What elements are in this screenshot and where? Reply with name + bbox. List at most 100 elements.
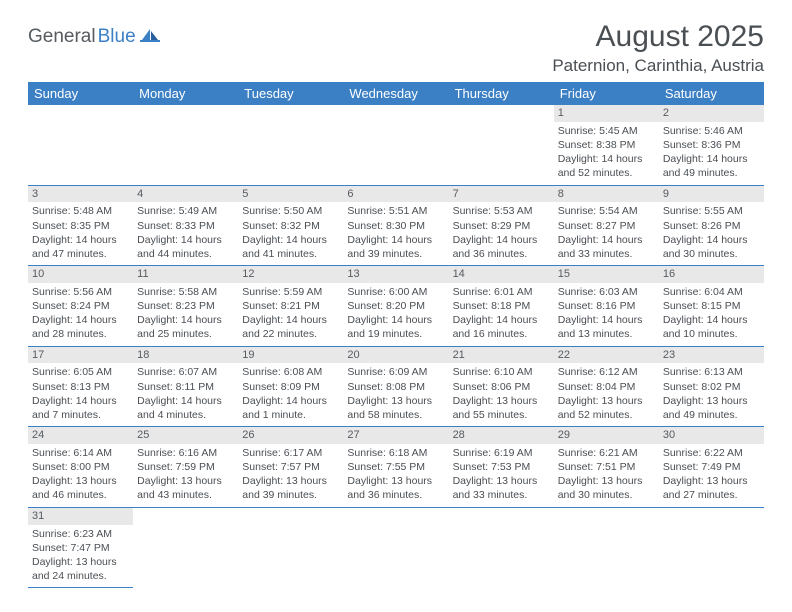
sunrise-text: Sunrise: 5:55 AM bbox=[663, 204, 760, 218]
day-number: 27 bbox=[343, 427, 448, 444]
brand-logo: GeneralBlue bbox=[28, 26, 160, 48]
calendar-cell: 23Sunrise: 6:13 AMSunset: 8:02 PMDayligh… bbox=[659, 346, 764, 427]
calendar-week: 31 Sunrise: 6:23 AMSunset: 7:47 PMDayligh… bbox=[28, 507, 764, 588]
sunrise-text: Sunrise: 6:23 AM bbox=[32, 527, 129, 541]
calendar-cell bbox=[554, 507, 659, 588]
month-title: August 2025 bbox=[552, 20, 764, 54]
logo-text-general: General bbox=[28, 26, 96, 48]
weekday-header: Friday bbox=[554, 82, 659, 105]
daylight-text: Daylight: 14 hours and 28 minutes. bbox=[32, 313, 129, 341]
sunrise-text: Sunrise: 5:58 AM bbox=[137, 285, 234, 299]
daylight-text: Daylight: 14 hours and 25 minutes. bbox=[137, 313, 234, 341]
calendar-cell: 30Sunrise: 6:22 AMSunset: 7:49 PMDayligh… bbox=[659, 427, 764, 508]
day-number: 3 bbox=[28, 186, 133, 203]
sunrise-text: Sunrise: 6:14 AM bbox=[32, 446, 129, 460]
day-number: 24 bbox=[28, 427, 133, 444]
calendar-cell: 13Sunrise: 6:00 AMSunset: 8:20 PMDayligh… bbox=[343, 266, 448, 347]
daylight-text: Daylight: 13 hours and 36 minutes. bbox=[347, 474, 444, 502]
daylight-text: Daylight: 14 hours and 22 minutes. bbox=[242, 313, 339, 341]
logo-text-blue: Blue bbox=[98, 26, 136, 48]
sunset-text: Sunset: 8:15 PM bbox=[663, 299, 760, 313]
header-row: GeneralBlue August 2025 Paternion, Carin… bbox=[28, 20, 764, 76]
calendar-cell: 2Sunrise: 5:46 AMSunset: 8:36 PMDaylight… bbox=[659, 105, 764, 185]
day-number: 29 bbox=[554, 427, 659, 444]
sunset-text: Sunset: 8:23 PM bbox=[137, 299, 234, 313]
calendar-week: 1Sunrise: 5:45 AMSunset: 8:38 PMDaylight… bbox=[28, 105, 764, 185]
calendar-cell bbox=[449, 507, 554, 588]
calendar-cell bbox=[133, 105, 238, 185]
calendar-cell: 4Sunrise: 5:49 AMSunset: 8:33 PMDaylight… bbox=[133, 185, 238, 266]
day-number: 18 bbox=[133, 347, 238, 364]
calendar-cell bbox=[343, 105, 448, 185]
sunset-text: Sunset: 8:35 PM bbox=[32, 219, 129, 233]
day-number: 4 bbox=[133, 186, 238, 203]
daylight-text: Daylight: 13 hours and 30 minutes. bbox=[558, 474, 655, 502]
day-number: 10 bbox=[28, 266, 133, 283]
calendar-cell: 19Sunrise: 6:08 AMSunset: 8:09 PMDayligh… bbox=[238, 346, 343, 427]
day-number: 16 bbox=[659, 266, 764, 283]
sunrise-text: Sunrise: 5:51 AM bbox=[347, 204, 444, 218]
daylight-text: Daylight: 14 hours and 30 minutes. bbox=[663, 233, 760, 261]
sunset-text: Sunset: 8:24 PM bbox=[32, 299, 129, 313]
calendar-cell bbox=[133, 507, 238, 588]
calendar-cell: 7Sunrise: 5:53 AMSunset: 8:29 PMDaylight… bbox=[449, 185, 554, 266]
calendar-week: 3Sunrise: 5:48 AMSunset: 8:35 PMDaylight… bbox=[28, 185, 764, 266]
sunrise-text: Sunrise: 6:16 AM bbox=[137, 446, 234, 460]
day-number: 20 bbox=[343, 347, 448, 364]
sunrise-text: Sunrise: 6:05 AM bbox=[32, 365, 129, 379]
calendar-cell bbox=[343, 507, 448, 588]
calendar-cell: 9Sunrise: 5:55 AMSunset: 8:26 PMDaylight… bbox=[659, 185, 764, 266]
weekday-header: Monday bbox=[133, 82, 238, 105]
calendar-cell: 1Sunrise: 5:45 AMSunset: 8:38 PMDaylight… bbox=[554, 105, 659, 185]
title-block: August 2025 Paternion, Carinthia, Austri… bbox=[552, 20, 764, 76]
sunrise-text: Sunrise: 5:49 AM bbox=[137, 204, 234, 218]
daylight-text: Daylight: 13 hours and 24 minutes. bbox=[32, 555, 129, 583]
calendar-cell: 20Sunrise: 6:09 AMSunset: 8:08 PMDayligh… bbox=[343, 346, 448, 427]
day-number: 15 bbox=[554, 266, 659, 283]
calendar-cell: 18Sunrise: 6:07 AMSunset: 8:11 PMDayligh… bbox=[133, 346, 238, 427]
daylight-text: Daylight: 14 hours and 33 minutes. bbox=[558, 233, 655, 261]
daylight-text: Daylight: 13 hours and 55 minutes. bbox=[453, 394, 550, 422]
calendar-page: GeneralBlue August 2025 Paternion, Carin… bbox=[0, 0, 792, 608]
sunset-text: Sunset: 7:47 PM bbox=[32, 541, 129, 555]
day-number: 31 bbox=[28, 508, 133, 525]
calendar-cell: 24Sunrise: 6:14 AMSunset: 8:00 PMDayligh… bbox=[28, 427, 133, 508]
day-number: 23 bbox=[659, 347, 764, 364]
weekday-header: Saturday bbox=[659, 82, 764, 105]
sunset-text: Sunset: 8:16 PM bbox=[558, 299, 655, 313]
day-number: 11 bbox=[133, 266, 238, 283]
sunrise-text: Sunrise: 6:07 AM bbox=[137, 365, 234, 379]
daylight-text: Daylight: 14 hours and 44 minutes. bbox=[137, 233, 234, 261]
daylight-text: Daylight: 14 hours and 19 minutes. bbox=[347, 313, 444, 341]
sunset-text: Sunset: 7:59 PM bbox=[137, 460, 234, 474]
sunrise-text: Sunrise: 6:08 AM bbox=[242, 365, 339, 379]
sunset-text: Sunset: 8:04 PM bbox=[558, 380, 655, 394]
day-number: 7 bbox=[449, 186, 554, 203]
calendar-week: 24 Sunrise: 6:14 AMSunset: 8:00 PM Dayligh… bbox=[28, 427, 764, 508]
day-number: 26 bbox=[238, 427, 343, 444]
calendar-body: 1Sunrise: 5:45 AMSunset: 8:38 PMDaylight… bbox=[28, 105, 764, 588]
day-number: 6 bbox=[343, 186, 448, 203]
daylight-text: Daylight: 14 hours and 10 minutes. bbox=[663, 313, 760, 341]
calendar-cell: 21Sunrise: 6:10 AMSunset: 8:06 PMDayligh… bbox=[449, 346, 554, 427]
daylight-text: Daylight: 13 hours and 39 minutes. bbox=[242, 474, 339, 502]
sunset-text: Sunset: 8:00 PM bbox=[32, 460, 129, 474]
calendar-week: 17Sunrise: 6:05 AMSunset: 8:13 PMDayligh… bbox=[28, 346, 764, 427]
day-number: 2 bbox=[659, 105, 764, 122]
daylight-text: Daylight: 13 hours and 33 minutes. bbox=[453, 474, 550, 502]
day-number: 30 bbox=[659, 427, 764, 444]
sunset-text: Sunset: 8:33 PM bbox=[137, 219, 234, 233]
calendar-cell bbox=[238, 507, 343, 588]
sunset-text: Sunset: 7:57 PM bbox=[242, 460, 339, 474]
day-number: 22 bbox=[554, 347, 659, 364]
sunrise-text: Sunrise: 5:56 AM bbox=[32, 285, 129, 299]
sunset-text: Sunset: 7:49 PM bbox=[663, 460, 760, 474]
calendar-cell: 6Sunrise: 5:51 AMSunset: 8:30 PMDaylight… bbox=[343, 185, 448, 266]
calendar-cell bbox=[28, 105, 133, 185]
daylight-text: Daylight: 13 hours and 58 minutes. bbox=[347, 394, 444, 422]
sunset-text: Sunset: 8:36 PM bbox=[663, 138, 760, 152]
day-number: 8 bbox=[554, 186, 659, 203]
day-number: 28 bbox=[449, 427, 554, 444]
sunrise-text: Sunrise: 6:01 AM bbox=[453, 285, 550, 299]
sunrise-text: Sunrise: 6:19 AM bbox=[453, 446, 550, 460]
